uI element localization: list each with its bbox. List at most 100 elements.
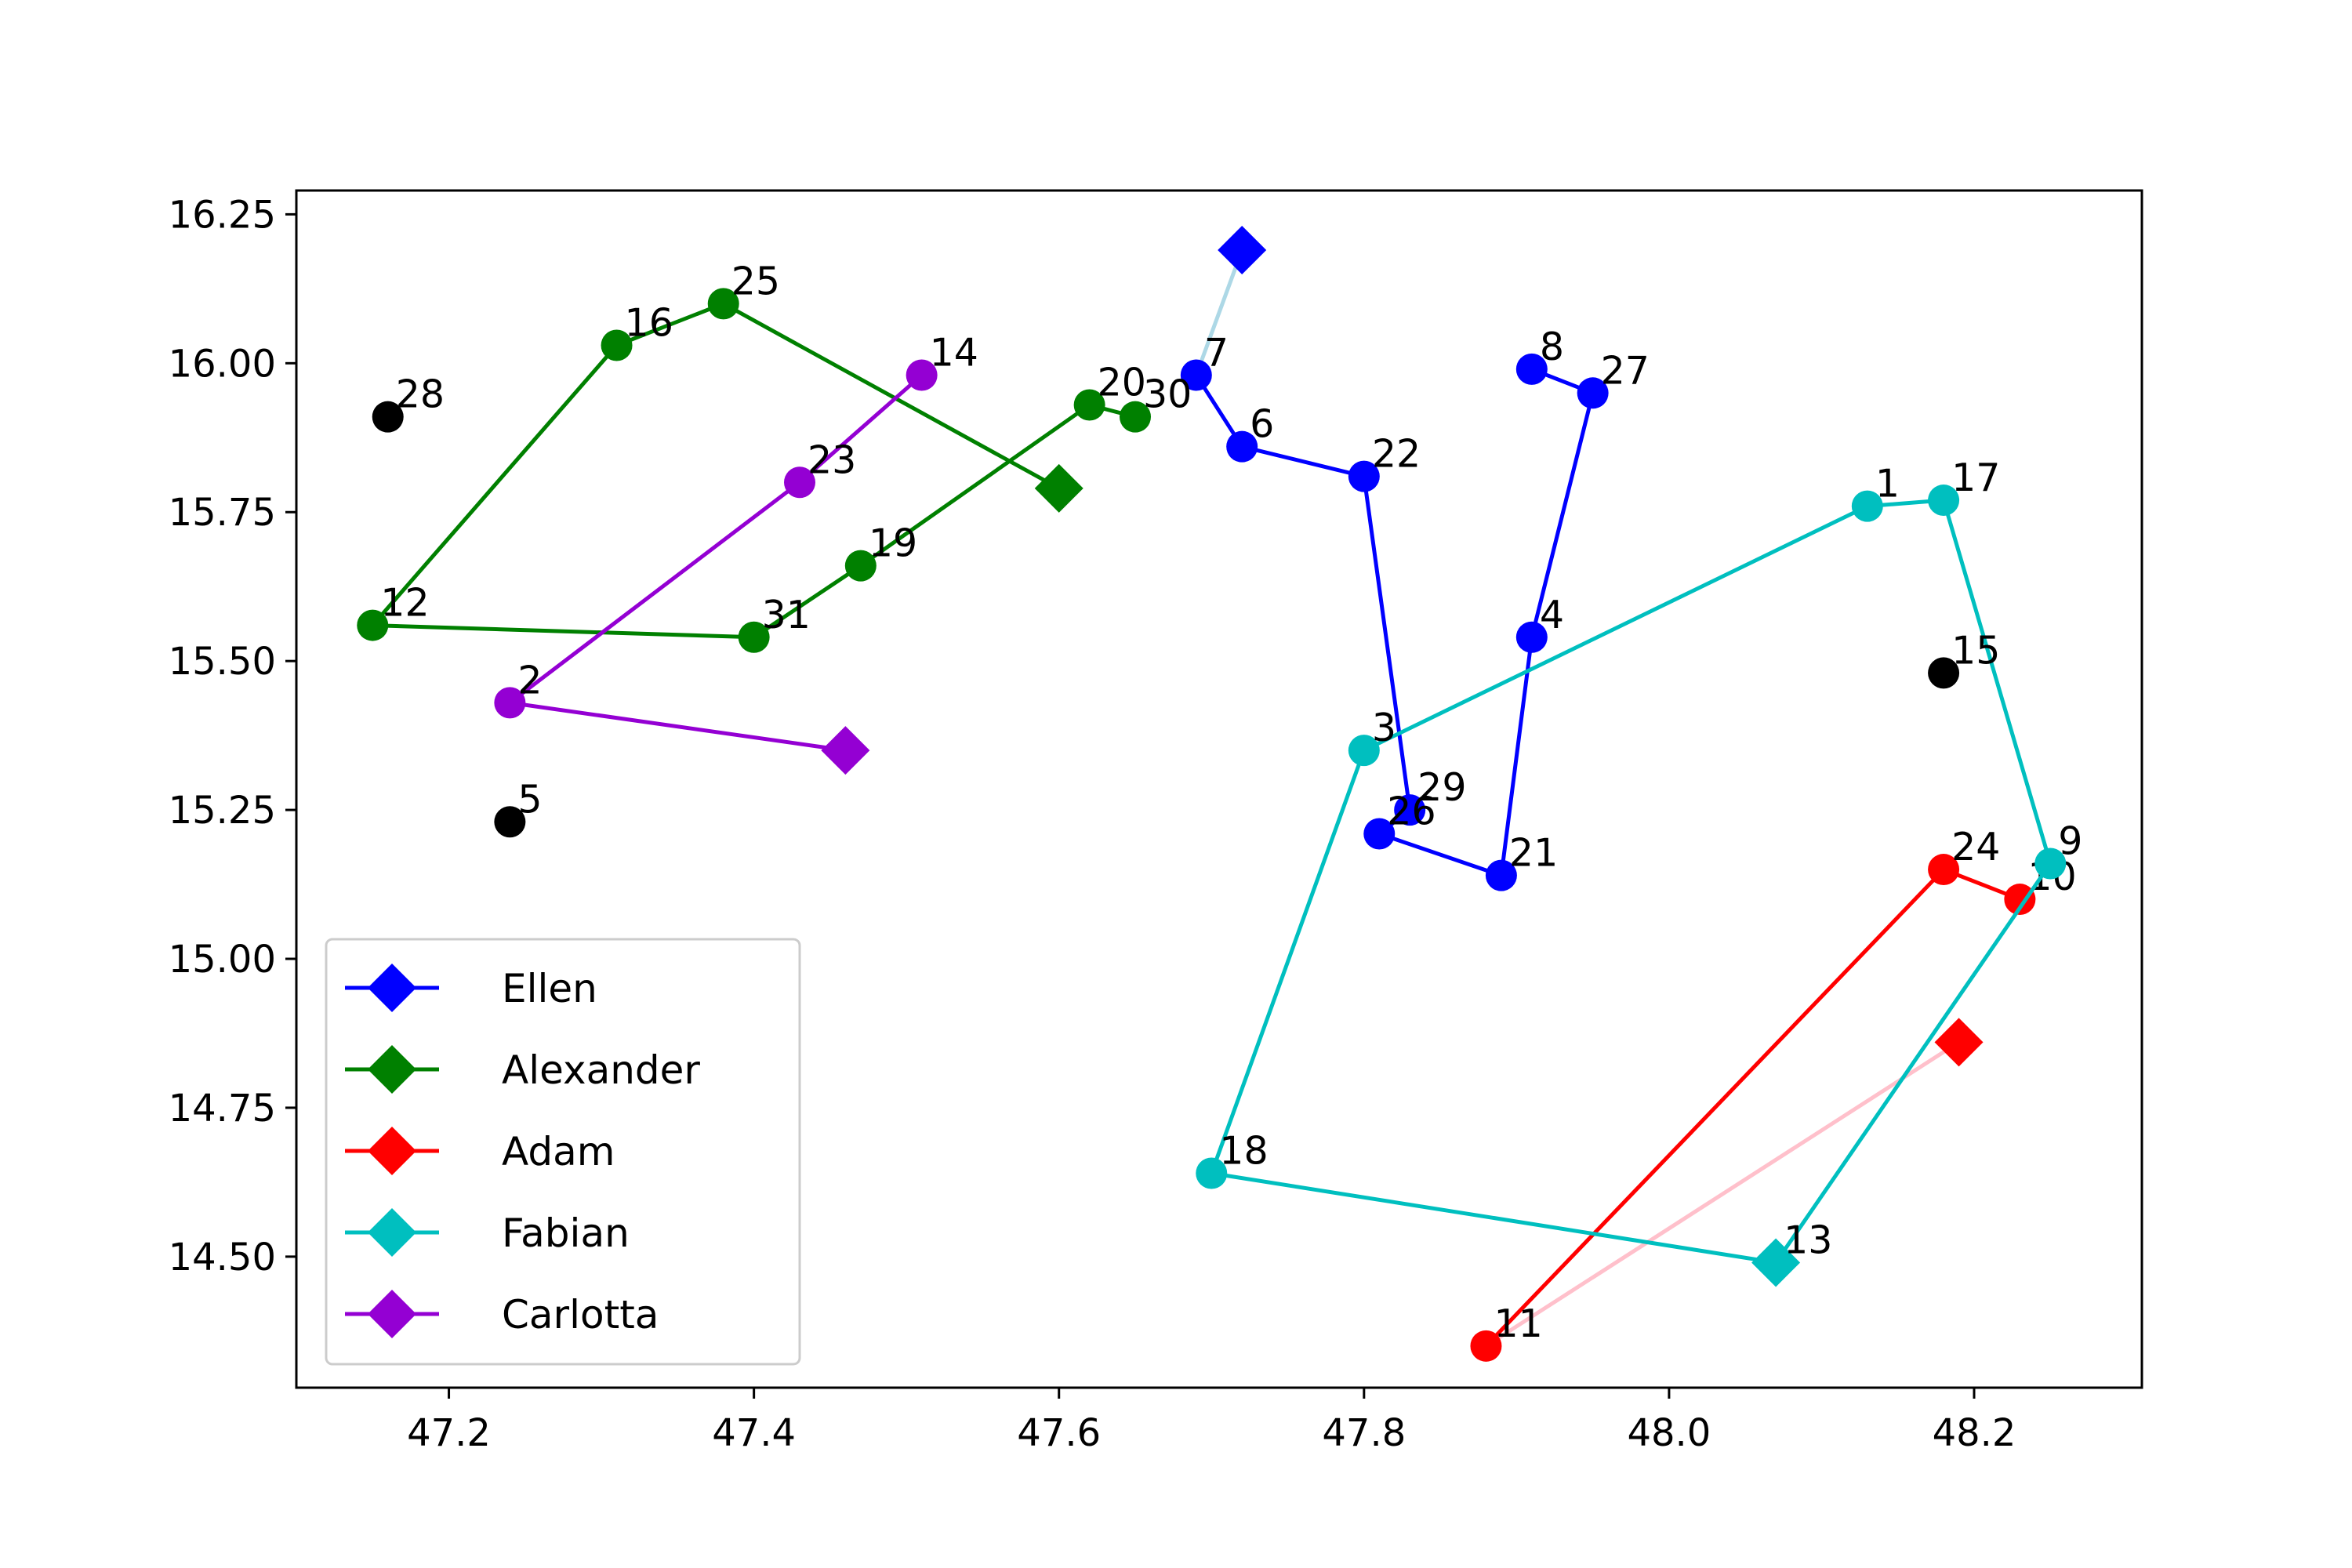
x-axis-ticks: 47.2 47.4 47.6 47.8 48.0 48.2: [407, 1388, 2016, 1455]
unassigned-point-label: 28: [396, 372, 445, 417]
y-tick-label: 15.75: [169, 491, 276, 535]
series-ellen-point-label: 22: [1372, 432, 1421, 477]
series-fabian-point: [2034, 848, 2067, 880]
series-ellen-point-label: 7: [1204, 331, 1229, 376]
series-carlotta-start-connector: [510, 700, 846, 753]
unassigned-point-label: 5: [517, 777, 542, 822]
series-fabian-point-label: 17: [1951, 456, 2000, 500]
series-ellen-point-label: 6: [1250, 402, 1274, 447]
series-adam-point-label: 11: [1494, 1301, 1542, 1346]
series-ellen-point: [1348, 460, 1380, 492]
y-tick-label: 16.00: [169, 342, 276, 386]
series-alexander-point: [1120, 401, 1151, 433]
y-tick-label: 15.50: [169, 640, 276, 684]
legend-carlotta-label: Carlotta: [502, 1292, 659, 1338]
series-fabian-point-label: 1: [1875, 462, 1900, 506]
y-tick-label: 14.50: [169, 1236, 276, 1279]
legend-adam-marker: [368, 1127, 416, 1175]
series-ellen-point: [1226, 430, 1258, 463]
series-ellen-point: [1515, 621, 1548, 653]
plot-content: 7622292621427825161231192030112410917131…: [357, 225, 2082, 1362]
series-fabian-point: [1348, 735, 1380, 767]
series-carlotta-start-marker: [821, 726, 870, 775]
series-alexander-point-label: 25: [731, 259, 780, 303]
series-ellen-point: [1485, 859, 1517, 891]
series-carlotta-point-label: 2: [517, 658, 542, 702]
series-ellen-point: [1394, 794, 1426, 826]
series-carlotta-point: [906, 359, 938, 391]
y-tick-label: 16.25: [169, 193, 276, 237]
series-fabian-point: [1851, 490, 1883, 522]
x-tick-label: 48.0: [1627, 1411, 1711, 1455]
unassigned-point: [1928, 657, 1960, 689]
series-carlotta-point: [494, 687, 526, 719]
series-alexander-point: [844, 550, 877, 582]
series-ellen-point: [1515, 353, 1548, 385]
series-carlotta: 2 23 14: [494, 331, 978, 775]
series-alexander-point: [601, 329, 633, 361]
series-alexander-start-connector: [722, 302, 1060, 491]
x-tick-label: 47.6: [1017, 1411, 1101, 1455]
x-tick-label: 47.4: [712, 1411, 796, 1455]
series-ellen-point: [1577, 377, 1609, 409]
series-ellen-point-label: 29: [1417, 765, 1466, 810]
unassigned-point: [494, 806, 526, 838]
series-adam-start-marker: [1934, 1018, 1984, 1067]
series-alexander-point-label: 20: [1098, 360, 1146, 405]
x-tick-label: 47.2: [407, 1411, 491, 1455]
legend-fabian-marker: [368, 1208, 416, 1257]
series-fabian-point-label: 13: [1784, 1218, 1832, 1262]
legend-ellen-marker: [368, 964, 416, 1012]
series-adam-point: [1470, 1330, 1502, 1362]
series-fabian-line: [1209, 498, 2053, 1265]
x-tick-label: 47.8: [1322, 1411, 1406, 1455]
series-adam-point: [2004, 884, 2036, 916]
series-alexander-point-label: 16: [625, 301, 673, 346]
series-alexander-point-label: 30: [1143, 372, 1192, 417]
unassigned-points: 28 5 15: [372, 372, 2000, 838]
series-ellen-point: [1180, 359, 1212, 391]
series-fabian-start-connector: [1774, 862, 2053, 1264]
legend-fabian-label: Fabian: [502, 1210, 630, 1256]
series-carlotta-point-label: 14: [930, 331, 978, 376]
series-ellen-point: [1363, 818, 1396, 850]
series-adam: 112410: [1470, 825, 2077, 1362]
series-fabian-start-marker: [1751, 1238, 1801, 1287]
legend-carlotta-marker: [368, 1290, 416, 1338]
series-alexander-point-label: 12: [380, 581, 429, 626]
series-ellen-point-label: 21: [1509, 831, 1558, 876]
series-alexander-point: [1073, 389, 1105, 421]
x-tick-label: 48.2: [1933, 1411, 2016, 1455]
y-tick-label: 15.25: [169, 789, 276, 833]
series-carlotta-point-label: 23: [808, 437, 856, 482]
series-ellen-start-connector: [1194, 249, 1244, 376]
series-alexander-point-label: 31: [762, 593, 811, 637]
series-ellen-start-marker: [1218, 225, 1267, 274]
series-carlotta-point: [784, 466, 815, 499]
legend-adam-label: Adam: [502, 1129, 615, 1174]
series-fabian-point-label: 3: [1372, 706, 1396, 750]
series-ellen-point-label: 4: [1540, 593, 1564, 637]
series-fabian-point: [1196, 1157, 1228, 1189]
legend-ellen-label: Ellen: [502, 966, 597, 1011]
series-ellen-point-label: 26: [1387, 789, 1436, 833]
series-alexander-point: [357, 609, 389, 641]
legend-box: [325, 938, 801, 1366]
series-fabian-point-label: 18: [1219, 1129, 1268, 1174]
series-alexander-start-marker: [1034, 463, 1083, 513]
unassigned-point-label: 15: [1951, 628, 2000, 673]
unassigned-point: [372, 401, 404, 433]
legend: Ellen Alexander Adam Fabian Carlotta: [325, 938, 801, 1366]
plot-frame: [295, 189, 2143, 1389]
series-ellen-point-label: 27: [1601, 348, 1650, 393]
series-fabian-point-label: 9: [2058, 818, 2082, 863]
legend-alexander-marker: [368, 1045, 416, 1094]
series-adam-start-connector: [1485, 1040, 1960, 1348]
series-adam-point: [1928, 854, 1960, 886]
series-ellen-point-label: 8: [1540, 325, 1564, 369]
series-adam-point-label: 24: [1951, 825, 2000, 869]
